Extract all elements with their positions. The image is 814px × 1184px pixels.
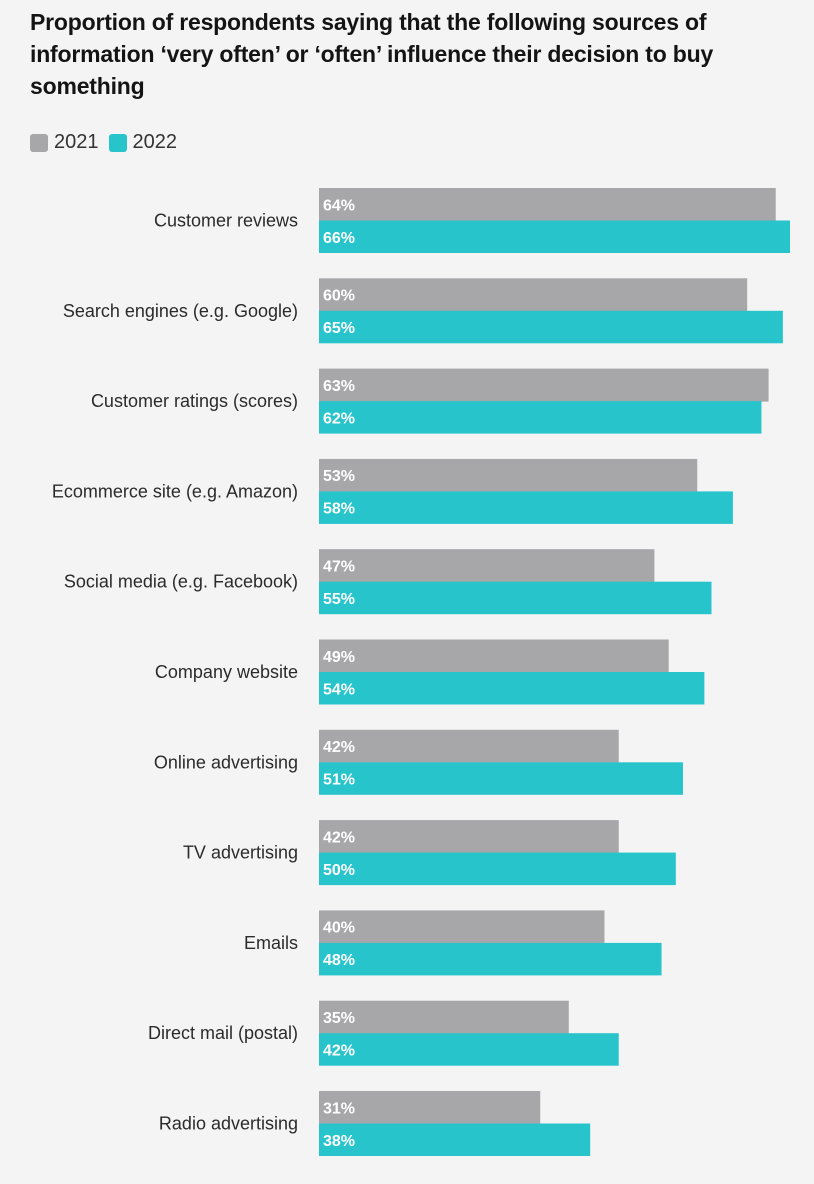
data-label-2021: 42% [323, 829, 355, 846]
legend: 2021 2022 [30, 131, 187, 154]
data-label-2021: 31% [323, 1100, 355, 1117]
data-label-2022: 48% [323, 952, 355, 969]
data-label-2022: 58% [323, 501, 355, 518]
category-label: Customer ratings (scores) [91, 391, 298, 411]
bar-2021-radio-advertising [319, 1091, 541, 1124]
data-label-2022: 54% [323, 681, 355, 698]
data-label-2021: 53% [323, 468, 355, 485]
bar-2022-search-engines-e-g-google [319, 310, 783, 344]
bar-2021-customer-ratings-scores [319, 368, 769, 402]
data-label-2022: 51% [323, 772, 355, 789]
data-label-2022: 50% [323, 862, 355, 879]
bar-group-search-engines-e-g-google: Search engines (e.g. Google) 60% 65% [63, 278, 783, 344]
bar-2021-company-website [319, 639, 669, 673]
data-label-2021: 42% [323, 739, 355, 756]
bar-group-company-website: Company website 49% 54% [155, 639, 705, 705]
bar-2022-customer-reviews [319, 220, 790, 253]
data-label-2022: 55% [323, 591, 355, 608]
category-label: Ecommerce site (e.g. Amazon) [52, 481, 298, 501]
bar-2022-company-website [319, 672, 705, 705]
legend-label-2022: 2022 [132, 131, 178, 153]
data-label-2021: 63% [323, 378, 355, 395]
bar-2022-online-advertising [319, 762, 683, 795]
data-label-2021: 60% [323, 288, 355, 305]
category-label: Social media (e.g. Facebook) [64, 572, 298, 592]
data-label-2022: 42% [323, 1042, 355, 1059]
bar-2021-search-engines-e-g-google [319, 278, 748, 312]
category-label: Company website [155, 662, 298, 682]
data-label-2021: 49% [323, 649, 355, 666]
bar-group-emails: Emails 40% 48% [244, 910, 662, 976]
bar-2022-tv-advertising [319, 852, 676, 886]
bar-group-direct-mail-postal: Direct mail (postal) 35% 42% [148, 1000, 619, 1066]
bar-group-tv-advertising: TV advertising 42% 50% [183, 820, 676, 886]
bar-group-radio-advertising: Radio advertising 31% 38% [159, 1091, 591, 1156]
bar-2021-social-media-e-g-facebook [319, 549, 655, 583]
bar-2022-social-media-e-g-facebook [319, 581, 712, 615]
legend-item-2022: 2022 [108, 131, 178, 154]
bar-group-customer-reviews: Customer reviews 64% 66% [154, 188, 790, 253]
category-label: Online advertising [154, 752, 298, 772]
legend-label-2021: 2021 [54, 131, 99, 153]
data-label-2022: 38% [323, 1133, 355, 1150]
chart-title: Proportion of respondents saying that th… [30, 9, 714, 99]
bar-2022-radio-advertising [319, 1123, 591, 1156]
bar-2021-emails [319, 910, 605, 944]
bar-2022-direct-mail-postal [319, 1033, 619, 1066]
data-label-2022: 65% [323, 320, 355, 337]
bar-2022-ecommerce-site-e-g-amazon [319, 491, 733, 524]
data-label-2021: 64% [323, 197, 355, 214]
legend-swatch-2021 [30, 133, 48, 152]
bar-2021-tv-advertising [319, 820, 619, 854]
legend-swatch-2022 [108, 133, 127, 152]
category-label: Radio advertising [159, 1114, 298, 1134]
bar-2021-direct-mail-postal [319, 1000, 569, 1034]
bar-2022-emails [319, 942, 662, 976]
category-label: Direct mail (postal) [148, 1023, 298, 1043]
bar-group-customer-ratings-scores: Customer ratings (scores) 63% 62% [91, 368, 769, 434]
bar-group-online-advertising: Online advertising 42% 51% [154, 729, 683, 795]
data-label-2022: 66% [323, 230, 355, 247]
legend-item-2021: 2021 [30, 131, 99, 154]
category-label: Search engines (e.g. Google) [63, 301, 298, 321]
bar-group-social-media-e-g-facebook: Social media (e.g. Facebook) 47% 55% [64, 549, 712, 615]
bar-2021-online-advertising [319, 729, 619, 763]
bar-2021-customer-reviews [319, 188, 776, 221]
category-label: TV advertising [183, 843, 298, 863]
category-label: Customer reviews [154, 211, 298, 231]
bar-group-ecommerce-site-e-g-amazon: Ecommerce site (e.g. Amazon) 53% 58% [52, 458, 733, 524]
category-label: Emails [244, 933, 298, 953]
data-label-2021: 40% [323, 920, 355, 937]
data-label-2021: 47% [323, 558, 355, 575]
bar-2022-customer-ratings-scores [319, 401, 762, 434]
bar-2021-ecommerce-site-e-g-amazon [319, 458, 698, 492]
data-label-2022: 62% [323, 410, 355, 427]
data-label-2021: 35% [323, 1010, 355, 1027]
